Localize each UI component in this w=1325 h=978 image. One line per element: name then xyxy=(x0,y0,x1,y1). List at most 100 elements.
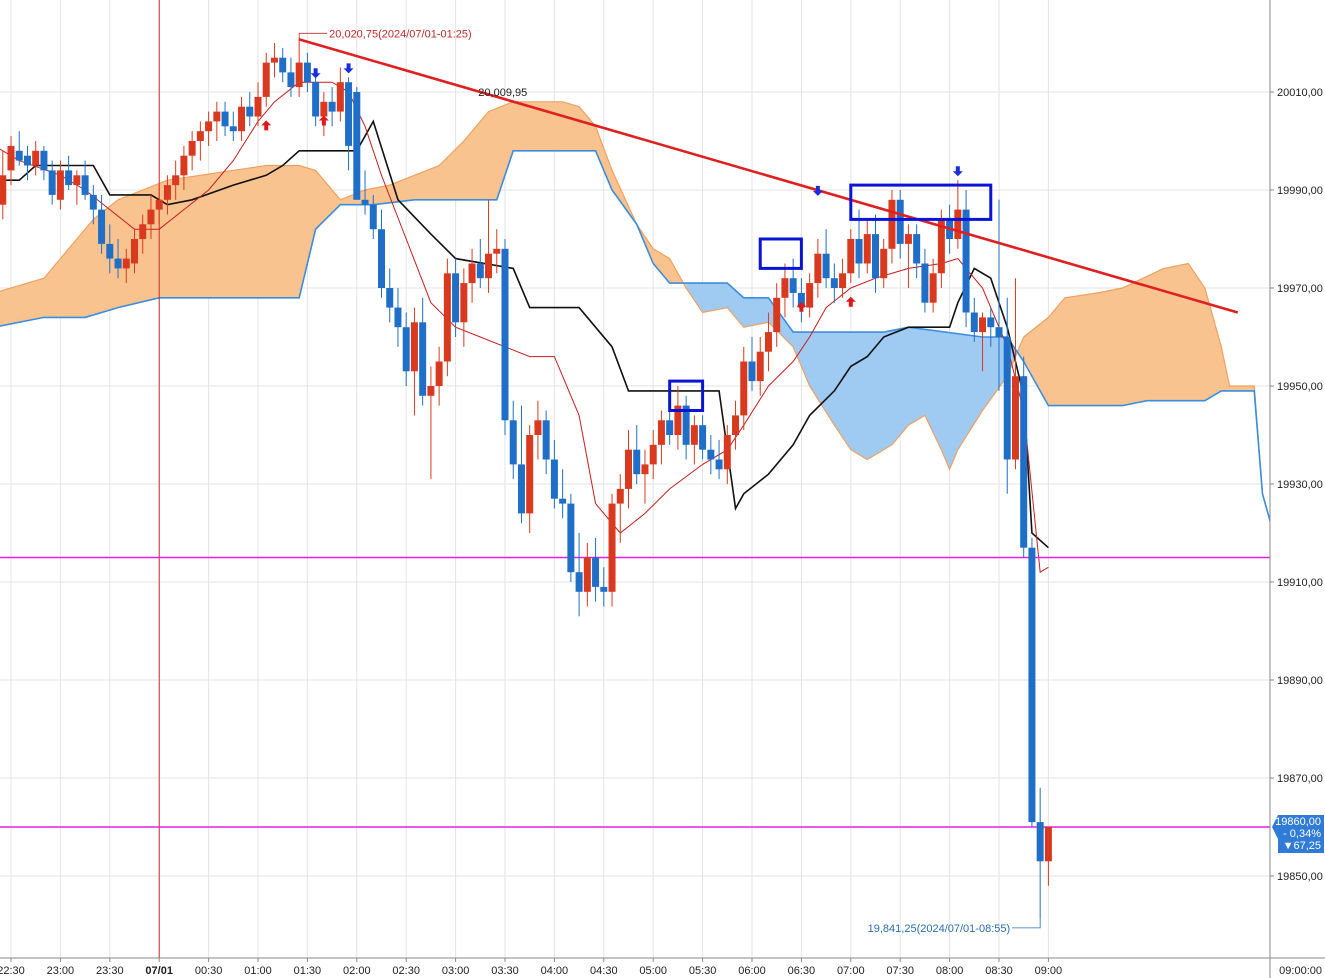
candle xyxy=(839,258,847,298)
candle-body xyxy=(386,288,394,308)
candle-body xyxy=(641,464,649,475)
y-tick-label: 19850,00 xyxy=(1277,871,1323,883)
candle xyxy=(707,435,715,475)
candle-body xyxy=(7,145,15,171)
candle-body xyxy=(830,278,838,288)
cloud-bullish xyxy=(0,101,687,327)
candle-body xyxy=(213,111,221,122)
candle xyxy=(394,288,402,347)
axis-corner-label: 09:00:00 xyxy=(1279,965,1322,977)
candle xyxy=(238,96,246,141)
candle-body xyxy=(410,322,418,372)
trendlines xyxy=(298,38,1239,314)
candle-body xyxy=(419,322,427,396)
candle xyxy=(23,145,31,181)
candle xyxy=(427,366,435,480)
candle xyxy=(690,415,698,465)
candle xyxy=(402,312,410,386)
candle xyxy=(205,111,213,146)
candle xyxy=(270,43,278,78)
candle xyxy=(600,567,608,607)
signal-arrows xyxy=(261,63,963,312)
y-tick-label: 19930,00 xyxy=(1277,479,1323,491)
candle-body xyxy=(81,175,89,195)
last-price-badge-shape xyxy=(1272,815,1324,853)
candle xyxy=(196,121,204,161)
candle-body xyxy=(287,72,295,88)
cloud-bearish xyxy=(686,283,1020,470)
candle-body xyxy=(89,194,97,210)
candle-body xyxy=(904,234,912,244)
candle-body xyxy=(0,175,7,205)
candle-body xyxy=(106,243,114,259)
candle-body xyxy=(394,307,402,328)
candle-body xyxy=(649,444,657,465)
candle-body xyxy=(205,121,213,132)
candle xyxy=(649,430,657,480)
candle xyxy=(180,145,188,190)
sell-arrow-icon xyxy=(952,166,963,177)
candle-body xyxy=(583,557,591,592)
candle-body xyxy=(1028,547,1036,823)
candle xyxy=(567,493,575,582)
candle xyxy=(526,425,534,533)
candle xyxy=(542,410,550,475)
candle xyxy=(0,150,7,220)
candle-body xyxy=(616,488,624,504)
candle-body xyxy=(600,586,608,592)
candle xyxy=(435,346,443,406)
candle xyxy=(781,263,789,318)
candle xyxy=(855,209,863,279)
buy-arrow-icon xyxy=(796,301,807,312)
candle-body xyxy=(888,199,896,249)
highlight-box xyxy=(668,379,705,413)
candle-body xyxy=(98,209,106,244)
candle-body xyxy=(345,82,353,146)
candle-body xyxy=(15,150,23,161)
candle xyxy=(139,214,147,254)
candle-body xyxy=(254,96,262,117)
candle xyxy=(303,52,311,92)
candle-body xyxy=(188,141,196,156)
candle xyxy=(740,346,748,431)
high-price-label: 20,020,75(2024/07/01-01:25) xyxy=(329,28,472,40)
candle xyxy=(468,248,476,303)
x-tick-label: 05:00 xyxy=(639,965,667,977)
candle xyxy=(73,170,81,205)
candle-body xyxy=(1044,827,1052,862)
x-tick-label: 02:00 xyxy=(343,965,371,977)
candle xyxy=(287,57,295,97)
candle xyxy=(56,160,64,210)
y-tick-label: 19970,00 xyxy=(1277,283,1323,295)
candle xyxy=(114,239,122,279)
candle-body xyxy=(822,253,830,279)
x-tick-label: 07/01 xyxy=(145,965,173,977)
candle-body xyxy=(806,283,814,308)
candle xyxy=(1036,787,1044,919)
candle xyxy=(65,155,73,190)
candle-body xyxy=(542,420,550,460)
candle-body xyxy=(312,82,320,117)
x-tick-label: 08:30 xyxy=(985,965,1013,977)
candle-body xyxy=(781,278,789,298)
candle xyxy=(188,131,196,171)
candle-body xyxy=(863,234,871,264)
y-tick-label: 19890,00 xyxy=(1277,675,1323,687)
candle xyxy=(98,194,106,254)
candle-body xyxy=(262,62,270,97)
candle xyxy=(443,258,451,377)
last-price-badge: 19860,00- 0,34%▼67,25 xyxy=(1272,815,1324,853)
candle-body xyxy=(987,317,995,328)
candle xyxy=(937,209,945,288)
candle-body xyxy=(657,420,665,445)
x-tick-label: 08:00 xyxy=(936,965,964,977)
candle xyxy=(312,72,320,127)
candle-body xyxy=(773,297,781,333)
horizontal-levels xyxy=(0,556,1270,828)
x-tick-label: 06:30 xyxy=(788,965,816,977)
candle-body xyxy=(723,435,731,470)
candle xyxy=(131,229,138,274)
x-tick-label: 01:30 xyxy=(294,965,322,977)
